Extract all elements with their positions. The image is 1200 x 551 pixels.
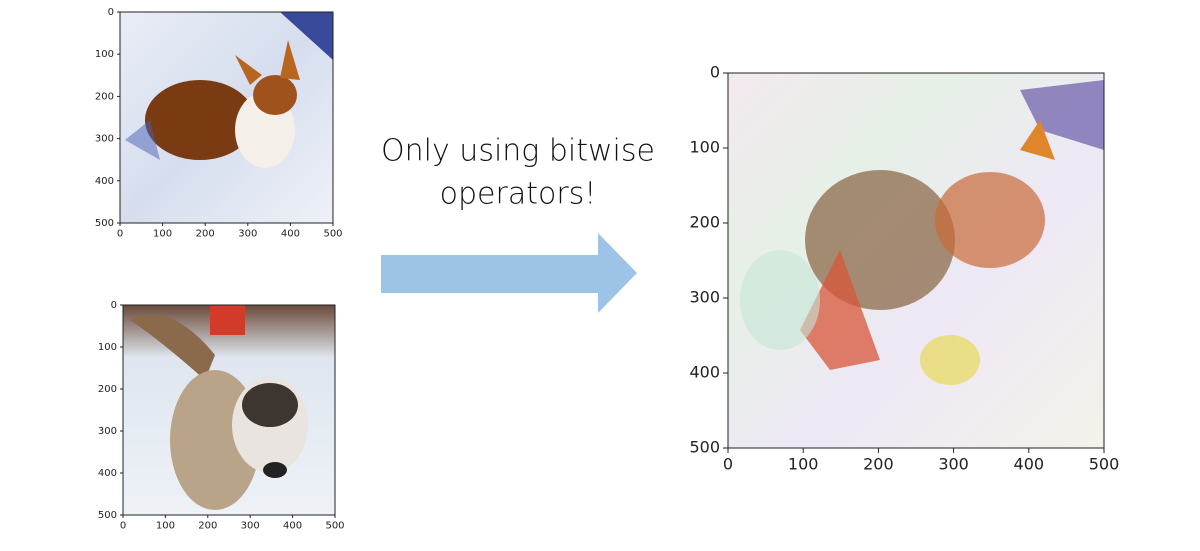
axes-frame <box>727 72 1105 449</box>
y-tick-label: 400 <box>689 363 720 382</box>
x-tick-label: 500 <box>1089 455 1120 474</box>
x-tick-label: 0 <box>120 521 126 532</box>
x-tick-label: 200 <box>863 455 894 474</box>
y-tick-label: 400 <box>95 176 114 187</box>
caption-line: operators! <box>440 177 597 212</box>
y-tick-label: 0 <box>111 300 117 311</box>
husky-image <box>123 305 335 515</box>
y-tick-label: 500 <box>689 438 720 457</box>
y-tick-label: 200 <box>98 384 117 395</box>
x-tick-label: 500 <box>325 521 344 532</box>
x-tick-label: 300 <box>238 229 257 240</box>
x-tick-label: 400 <box>283 521 302 532</box>
arrow <box>381 233 637 313</box>
axes-frame <box>119 11 334 224</box>
y-tick-label: 100 <box>98 342 117 353</box>
x-tick-label: 100 <box>788 455 819 474</box>
result-image <box>728 73 1104 448</box>
x-tick-label: 0 <box>117 229 123 240</box>
x-tick-label: 0 <box>723 455 733 474</box>
x-tick-label: 300 <box>938 455 969 474</box>
y-tick-label: 100 <box>95 49 114 60</box>
y-tick-label: 200 <box>95 91 114 102</box>
y-tick-label: 100 <box>689 138 720 157</box>
corgi-image <box>120 12 333 223</box>
y-tick-label: 200 <box>689 213 720 232</box>
x-tick-label: 300 <box>241 521 260 532</box>
y-tick-label: 0 <box>710 63 720 82</box>
y-tick-label: 400 <box>98 468 117 479</box>
x-tick-label: 200 <box>198 521 217 532</box>
x-tick-label: 100 <box>153 229 172 240</box>
x-tick-label: 500 <box>323 229 342 240</box>
x-tick-label: 100 <box>156 521 175 532</box>
caption-line: Only using bitwise <box>381 134 655 169</box>
y-tick-label: 0 <box>108 7 114 18</box>
x-tick-label: 400 <box>1014 455 1045 474</box>
y-tick-label: 300 <box>95 134 114 145</box>
y-tick-label: 300 <box>689 288 720 307</box>
x-tick-label: 400 <box>281 229 300 240</box>
y-tick-label: 500 <box>98 510 117 521</box>
y-tick-label: 300 <box>98 426 117 437</box>
axes-frame <box>122 304 336 516</box>
x-tick-label: 200 <box>196 229 215 240</box>
y-tick-label: 500 <box>95 218 114 229</box>
